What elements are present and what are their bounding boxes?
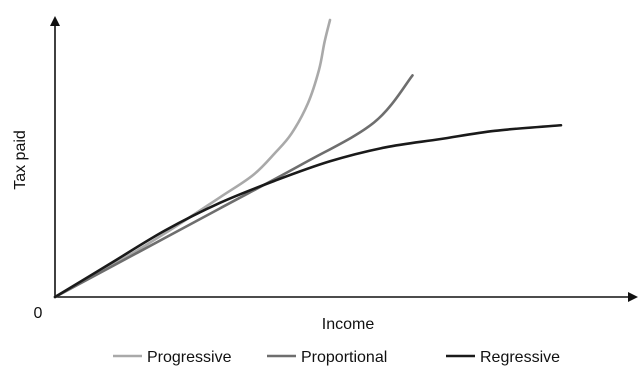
legend-label-proportional: Proportional (301, 349, 387, 366)
legend-item-progressive: Progressive (113, 349, 232, 366)
series-line-progressive (53, 18, 332, 299)
x-axis-label: Income (322, 316, 375, 333)
legend-item-proportional: Proportional (267, 349, 387, 366)
origin-label: 0 (34, 305, 43, 322)
legend: Progressive Proportional Regressive (113, 349, 560, 366)
series-line-proportional (53, 74, 414, 299)
legend-label-progressive: Progressive (147, 349, 232, 366)
series-line-regressive (53, 123, 563, 299)
series-group (53, 18, 563, 299)
y-axis-label: Tax paid (12, 130, 29, 190)
legend-label-regressive: Regressive (480, 349, 560, 366)
legend-item-regressive: Regressive (446, 349, 560, 366)
